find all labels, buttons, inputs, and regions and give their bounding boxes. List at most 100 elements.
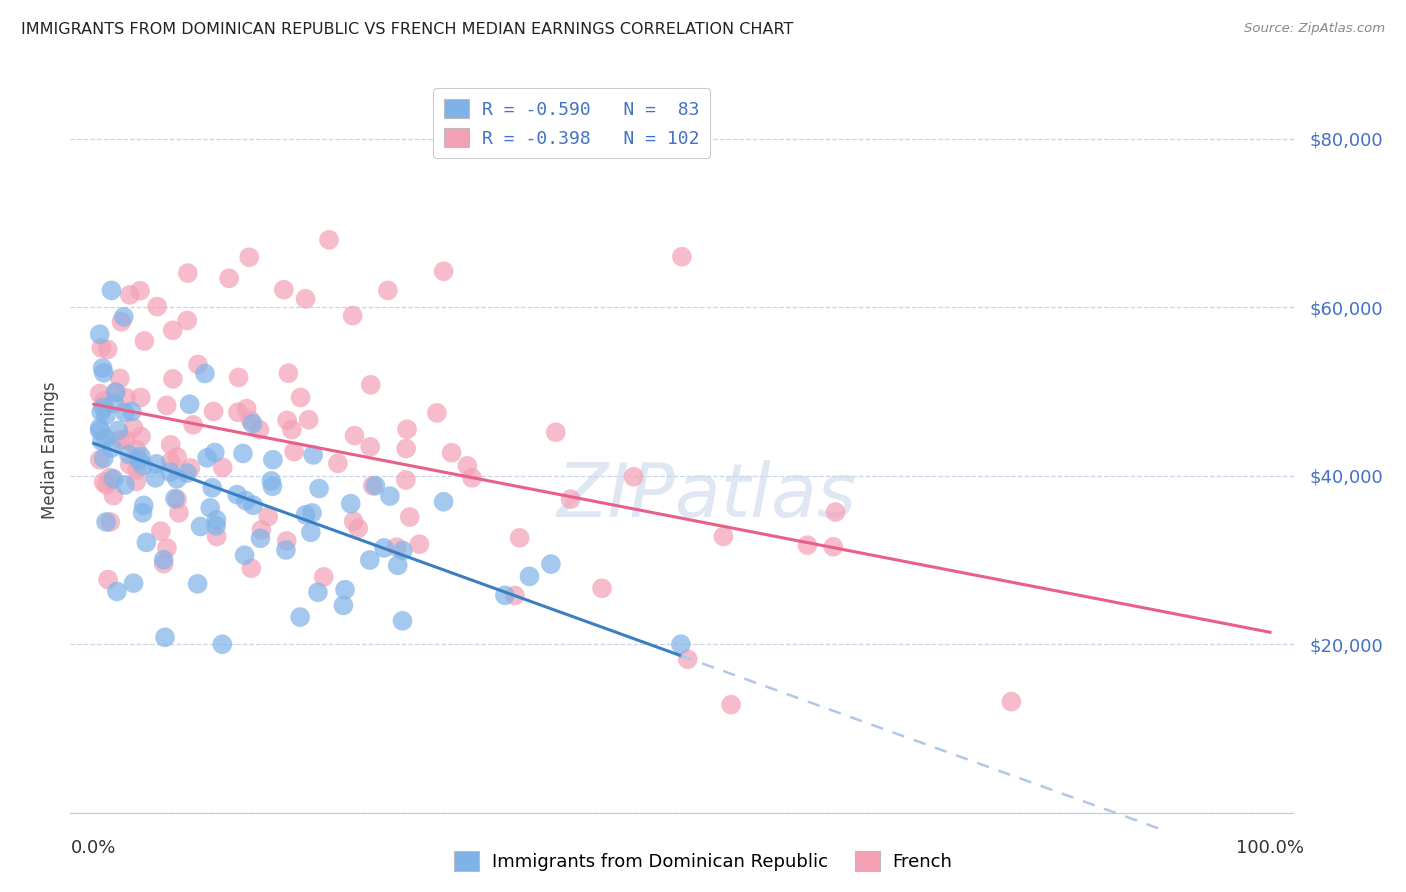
Point — [122, 576, 145, 591]
Point — [125, 442, 148, 457]
Point — [347, 521, 370, 535]
Point — [159, 465, 181, 479]
Point — [152, 557, 174, 571]
Point — [378, 489, 401, 503]
Point — [385, 541, 408, 555]
Point — [211, 637, 233, 651]
Point — [591, 582, 613, 596]
Point — [143, 471, 166, 485]
Point — [153, 630, 176, 644]
Point — [377, 284, 399, 298]
Point — [290, 391, 312, 405]
Text: ZIPatlas: ZIPatlas — [557, 460, 856, 532]
Point — [156, 399, 179, 413]
Point — [94, 431, 117, 445]
Point — [190, 519, 212, 533]
Point — [94, 515, 117, 529]
Point — [89, 327, 111, 342]
Point — [623, 469, 645, 483]
Point — [114, 478, 136, 492]
Point — [238, 250, 260, 264]
Point — [110, 433, 132, 447]
Point — [544, 425, 567, 440]
Point — [257, 509, 280, 524]
Point — [176, 313, 198, 327]
Point — [145, 457, 167, 471]
Point — [100, 284, 122, 298]
Point — [128, 453, 150, 467]
Point — [204, 445, 226, 459]
Point — [162, 323, 184, 337]
Point — [167, 506, 190, 520]
Point — [395, 442, 418, 456]
Point — [342, 309, 364, 323]
Point — [103, 489, 125, 503]
Point — [302, 448, 325, 462]
Point — [540, 557, 562, 571]
Point — [796, 538, 818, 552]
Point — [426, 406, 449, 420]
Point — [494, 588, 516, 602]
Point — [391, 543, 413, 558]
Point — [250, 523, 273, 537]
Point — [262, 452, 284, 467]
Point — [104, 385, 127, 400]
Point — [676, 652, 699, 666]
Point — [343, 428, 366, 442]
Point — [127, 463, 149, 477]
Point — [361, 479, 384, 493]
Point — [276, 413, 298, 427]
Text: IMMIGRANTS FROM DOMINICAN REPUBLIC VS FRENCH MEDIAN EARNINGS CORRELATION CHART: IMMIGRANTS FROM DOMINICAN REPUBLIC VS FR… — [21, 22, 793, 37]
Point — [249, 423, 271, 437]
Point — [823, 540, 845, 554]
Point — [333, 582, 356, 597]
Point — [89, 453, 111, 467]
Point — [103, 396, 125, 410]
Point — [326, 456, 349, 470]
Point — [239, 413, 262, 427]
Point — [202, 404, 225, 418]
Point — [671, 250, 693, 264]
Point — [408, 537, 430, 551]
Point — [433, 494, 456, 508]
Point — [242, 417, 264, 431]
Point — [281, 423, 304, 437]
Point — [187, 577, 209, 591]
Point — [179, 461, 201, 475]
Point — [93, 475, 115, 490]
Point — [90, 434, 112, 449]
Point — [93, 393, 115, 408]
Point — [176, 466, 198, 480]
Legend: Immigrants from Dominican Republic, French: Immigrants from Dominican Republic, Fren… — [446, 844, 960, 879]
Point — [108, 371, 131, 385]
Point — [343, 514, 366, 528]
Point — [211, 460, 233, 475]
Point — [824, 505, 846, 519]
Point — [129, 449, 152, 463]
Point — [398, 510, 420, 524]
Point — [97, 343, 120, 357]
Point — [198, 500, 221, 515]
Point — [519, 569, 541, 583]
Point — [105, 584, 128, 599]
Point — [98, 470, 121, 484]
Point — [298, 413, 321, 427]
Point — [118, 288, 141, 302]
Point — [166, 450, 188, 464]
Point — [179, 397, 201, 411]
Point — [93, 366, 115, 380]
Point — [288, 610, 311, 624]
Point — [277, 366, 299, 380]
Point — [125, 475, 148, 489]
Point — [129, 284, 152, 298]
Point — [294, 508, 316, 522]
Point — [152, 552, 174, 566]
Point — [129, 391, 152, 405]
Point — [240, 561, 263, 575]
Point — [242, 498, 264, 512]
Point — [360, 377, 382, 392]
Point — [299, 525, 322, 540]
Point — [112, 310, 135, 324]
Point — [669, 637, 692, 651]
Point — [135, 535, 157, 549]
